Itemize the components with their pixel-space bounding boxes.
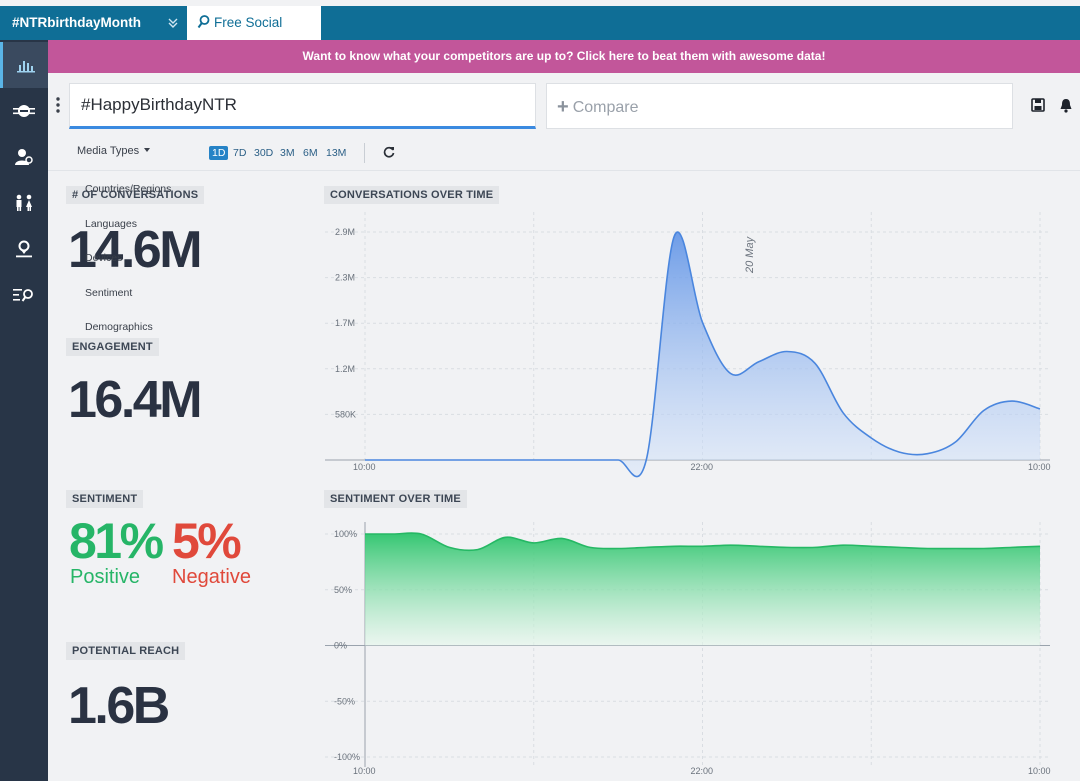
negative-label: Negative [172, 566, 251, 588]
range-1d[interactable]: 1D [209, 146, 229, 160]
query-input[interactable]: #HappyBirthdayNTR [69, 83, 536, 129]
positive-value: 81% [69, 513, 164, 569]
promo-banner-text: Want to know what your competitors are u… [302, 49, 826, 63]
tab-free-social-search[interactable]: Free Social Search [187, 6, 321, 64]
media-types-label: Media Types [77, 145, 140, 157]
menu-item-languages[interactable]: Languages [85, 218, 137, 230]
bell-icon[interactable] [1059, 98, 1073, 113]
plus-icon: + [557, 96, 569, 118]
reach-value: 1.6B [68, 677, 170, 735]
range-13m[interactable]: 13M [326, 147, 347, 159]
sent-y-tick: -100% [334, 752, 360, 762]
menu-item-devices[interactable]: Devices [85, 252, 123, 264]
sent-y-tick: 0% [334, 641, 347, 651]
conversations-chart-title: CONVERSATIONS OVER TIME [324, 186, 500, 204]
conv-y-tick: 1.2M [335, 364, 355, 374]
sent-area [365, 533, 1040, 646]
tab-ntr-birthday-month[interactable]: #NTRbirthdayMonth [0, 6, 186, 40]
sidebar-item-locations[interactable] [0, 226, 48, 272]
sentiment-chart: 100% 50% 0% -50% -100% 10:00 22:00 10:00 [325, 522, 1051, 776]
chevron-down-icon[interactable] [166, 16, 180, 30]
top-bar: #NTRbirthdayMonth Free Social Search [0, 6, 1080, 64]
conv-area [365, 232, 1040, 477]
menu-item-demographics[interactable]: Demographics [85, 321, 153, 333]
conv-y-tick: 2.3M [335, 273, 355, 283]
more-options-icon[interactable] [56, 97, 60, 113]
bar-chart-icon [16, 61, 35, 73]
sidebar-item-topics[interactable] [0, 88, 48, 134]
reach-label: POTENTIAL REACH [66, 642, 186, 660]
filter-divider [364, 143, 365, 163]
conv-x-tick: 22:00 [691, 462, 714, 472]
refresh-icon[interactable] [383, 146, 395, 158]
positive-label: Positive [70, 566, 141, 588]
promo-banner[interactable]: Want to know what your competitors are u… [48, 40, 1080, 73]
sent-y-tick: -50% [334, 696, 355, 706]
conv-line [365, 231, 1041, 478]
compare-placeholder: Compare [572, 99, 639, 116]
sidebar-item-search-results[interactable] [0, 272, 48, 318]
conversations-label: # OF CONVERSATIONS [66, 186, 205, 204]
map-pin-icon [16, 240, 32, 258]
conv-x-tick: 10:00 [353, 462, 376, 472]
menu-item-sentiment[interactable]: Sentiment [85, 287, 133, 299]
sentiment-label: SENTIMENT [66, 490, 144, 508]
date-marker: 20 May [744, 235, 756, 274]
sent-x-tick: 10:00 [353, 766, 376, 776]
negative-value: 5% [172, 513, 242, 569]
search-row: #HappyBirthdayNTR + Compare [48, 73, 1080, 135]
sidebar-item-analytics[interactable] [0, 42, 48, 88]
query-value: #HappyBirthdayNTR [81, 95, 237, 114]
conversations-chart: 580K 1.2M 1.7M 2.3M 2.9M 10:00 22:00 10:00 20 Ma… [325, 212, 1051, 478]
conv-y-tick: 1.7M [335, 318, 355, 328]
sent-line [364, 532, 1041, 552]
caret-down-icon [144, 148, 151, 152]
search-icon [197, 15, 210, 29]
save-icon[interactable] [1031, 98, 1045, 112]
sent-y-tick: 100% [334, 529, 357, 539]
tab-label: #NTRbirthdayMonth [12, 15, 141, 30]
conversations-value: 14.6M [68, 221, 203, 279]
conv-x-tick: 10:00 [1028, 462, 1051, 472]
range-30d[interactable]: 30D [254, 147, 274, 159]
sidebar-item-influencers[interactable] [0, 134, 48, 180]
range-6m[interactable]: 6M [303, 147, 318, 159]
engagement-label: ENGAGEMENT [66, 338, 159, 356]
filter-row: Media Types 1D 7D 30D 3M 6M 13M [48, 135, 1080, 171]
sentiment-chart-title: SENTIMENT OVER TIME [324, 490, 467, 508]
sidebar-item-demographics[interactable] [0, 180, 48, 226]
list-search-icon [13, 289, 33, 302]
conv-y-tick: 580K [335, 409, 356, 419]
range-3m[interactable]: 3M [280, 147, 295, 159]
sidebar [0, 40, 48, 781]
user-icon [15, 149, 33, 165]
sent-y-tick: 50% [334, 585, 352, 595]
menu-item-countries[interactable]: Countries/Regions [85, 183, 172, 195]
range-7d[interactable]: 7D [233, 147, 247, 159]
media-types-dropdown[interactable]: Media Types [77, 145, 151, 157]
compare-input[interactable]: + Compare [546, 83, 1013, 129]
sent-x-tick: 22:00 [691, 766, 714, 776]
engagement-value: 16.4M [68, 371, 203, 429]
topics-icon [13, 105, 35, 117]
conv-y-tick: 2.9M [335, 227, 355, 237]
sent-x-tick: 10:00 [1028, 766, 1051, 776]
people-icon [16, 194, 32, 211]
